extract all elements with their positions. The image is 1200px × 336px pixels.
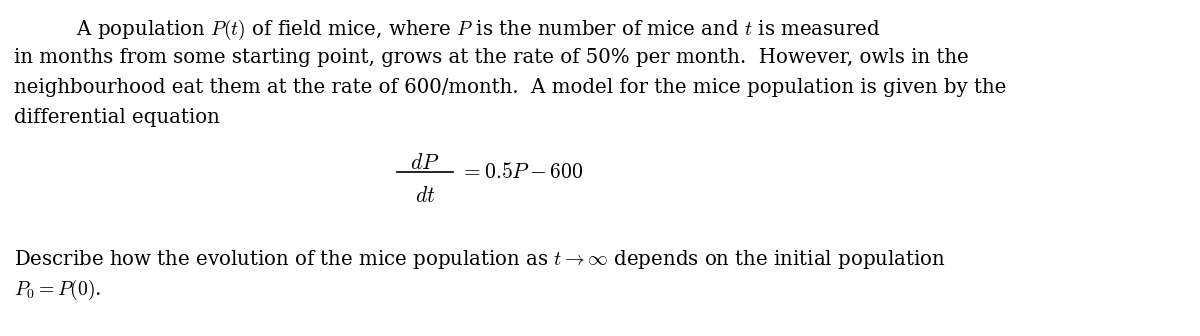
- Text: $dP$: $dP$: [410, 152, 439, 174]
- Text: $= 0.5P - 600$: $= 0.5P - 600$: [460, 161, 583, 183]
- Text: in months from some starting point, grows at the rate of 50% per month.  However: in months from some starting point, grow…: [14, 48, 968, 67]
- Text: $P_0 = P(0)$.: $P_0 = P(0)$.: [14, 278, 101, 302]
- Text: Describe how the evolution of the mice population as $t \rightarrow \infty$ depe: Describe how the evolution of the mice p…: [14, 248, 946, 271]
- Text: differential equation: differential equation: [14, 108, 220, 127]
- Text: neighbourhood eat them at the rate of 600/month.  A model for the mice populatio: neighbourhood eat them at the rate of 60…: [14, 78, 1007, 97]
- Text: A population $P(t)$ of field mice, where $P$ is the number of mice and $t$ is me: A population $P(t)$ of field mice, where…: [14, 18, 881, 42]
- Text: $dt$: $dt$: [415, 185, 436, 207]
